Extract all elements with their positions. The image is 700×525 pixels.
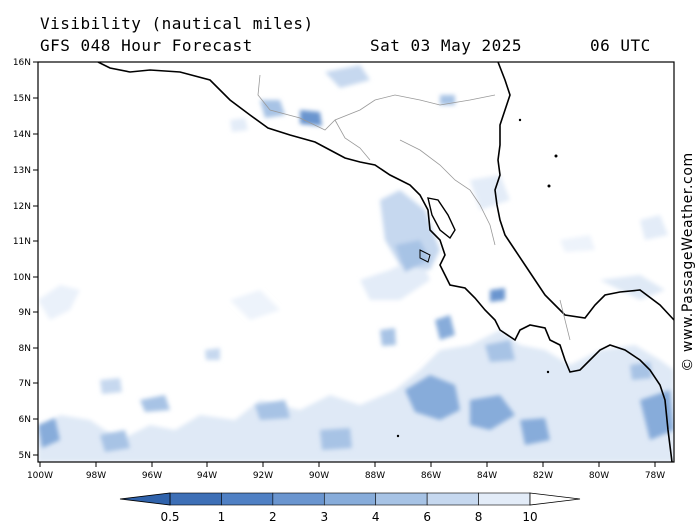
- colorbar-label: 0.5: [160, 510, 179, 524]
- lon-label: 90W: [309, 471, 329, 481]
- lat-label: 14N: [13, 130, 31, 140]
- map-frame: [37, 61, 675, 463]
- colorbar-label: 8: [475, 510, 483, 524]
- lon-label: 82W: [533, 471, 553, 481]
- lon-label: 98W: [86, 471, 106, 481]
- lat-label: 6N: [19, 415, 31, 425]
- colorbar-label: 6: [423, 510, 431, 524]
- colorbar-swatch: [169, 492, 222, 506]
- lon-label: 80W: [589, 471, 609, 481]
- lat-label: 10N: [13, 273, 31, 283]
- colorbar-swatch: [221, 492, 274, 506]
- lon-label: 86W: [421, 471, 441, 481]
- credit-text: © www.PassageWeather.com: [680, 152, 696, 372]
- lon-label: 84W: [477, 471, 497, 481]
- lat-label: 13N: [13, 166, 31, 176]
- forecast-time: 06 UTC: [590, 36, 651, 55]
- forecast-date: Sat 03 May 2025: [370, 36, 522, 55]
- lat-label: 9N: [19, 308, 31, 318]
- lat-label: 7N: [19, 379, 31, 389]
- map-title: Visibility (nautical miles): [40, 14, 314, 33]
- colorbar-label: 4: [372, 510, 380, 524]
- colorbar-swatch: [272, 492, 325, 506]
- coastline: [97, 62, 674, 462]
- lon-label: 100W: [27, 471, 53, 481]
- lon-label: 92W: [253, 471, 273, 481]
- lat-label: 8N: [19, 344, 31, 354]
- lat-label: 15N: [13, 94, 31, 104]
- lon-label: 94W: [197, 471, 217, 481]
- lat-label: 16N: [13, 58, 31, 68]
- colorbar-low-arrow: [119, 492, 171, 506]
- colorbar: 0.5 1 2 3 4 6 8 10: [119, 492, 581, 524]
- colorbar-label: 10: [522, 510, 537, 524]
- forecast-model: GFS 048 Hour Forecast: [40, 36, 253, 55]
- visibility-field: [38, 65, 674, 462]
- colorbar-swatch: [323, 492, 377, 506]
- colorbar-label: 2: [269, 510, 277, 524]
- longitude-axis: 100W 98W 96W 94W 92W 90W 88W 86W 84W 82W…: [27, 462, 665, 481]
- lon-label: 96W: [142, 471, 162, 481]
- colorbar-label: 1: [218, 510, 226, 524]
- credit-watermark: © www.PassageWeather.com: [676, 62, 700, 462]
- lon-label: 88W: [365, 471, 385, 481]
- lon-label: 78W: [645, 471, 665, 481]
- colorbar-high-arrow: [529, 492, 581, 506]
- latitude-axis: 16N 15N 14N 13N 12N 11N 10N 9N 8N 7N 6N …: [13, 58, 38, 461]
- lat-label: 5N: [19, 451, 31, 461]
- lat-label: 12N: [13, 202, 31, 212]
- colorbar-swatch: [478, 492, 531, 506]
- colorbar-swatch: [375, 492, 428, 506]
- lat-label: 11N: [13, 237, 31, 247]
- colorbar-label: 3: [320, 510, 328, 524]
- colorbar-swatch: [426, 492, 479, 506]
